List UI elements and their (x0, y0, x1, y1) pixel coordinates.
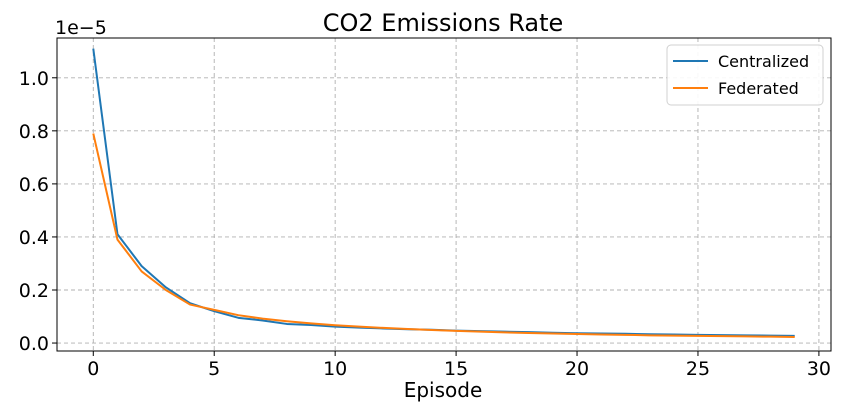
x-tick-label: 30 (807, 358, 831, 380)
legend-label-federated: Federated (718, 79, 799, 98)
plot-frame (56, 37, 832, 352)
series-lines (92, 48, 795, 338)
x-tick-label: 10 (323, 358, 347, 380)
y-tick-label: 0.0 (19, 333, 49, 355)
series-line-federated (92, 133, 795, 338)
x-tick-label: 0 (87, 358, 99, 380)
x-tick-label: 25 (686, 358, 710, 380)
x-tick-label: 5 (208, 358, 220, 380)
chart-title: CO2 Emissions Rate (323, 9, 564, 37)
legend-label-centralized: Centralized (718, 52, 809, 71)
y-tick-label: 0.4 (19, 227, 49, 249)
y-tick-label: 0.8 (19, 121, 49, 143)
y-tick-label: 0.2 (19, 280, 49, 302)
y-tick-label: 0.6 (19, 174, 49, 196)
legend: Centralized Federated (666, 44, 824, 106)
y-offset-label: 1e−5 (55, 17, 107, 39)
x-tick-label: 15 (444, 358, 468, 380)
x-axis-label: Episode (404, 378, 483, 402)
y-tick-label: 1.0 (19, 68, 49, 90)
x-tick-label: 20 (565, 358, 589, 380)
axis-ticks: 0 5 10 15 20 25 30 0.0 0.2 0.4 0.6 0.8 1.0 (19, 68, 831, 380)
